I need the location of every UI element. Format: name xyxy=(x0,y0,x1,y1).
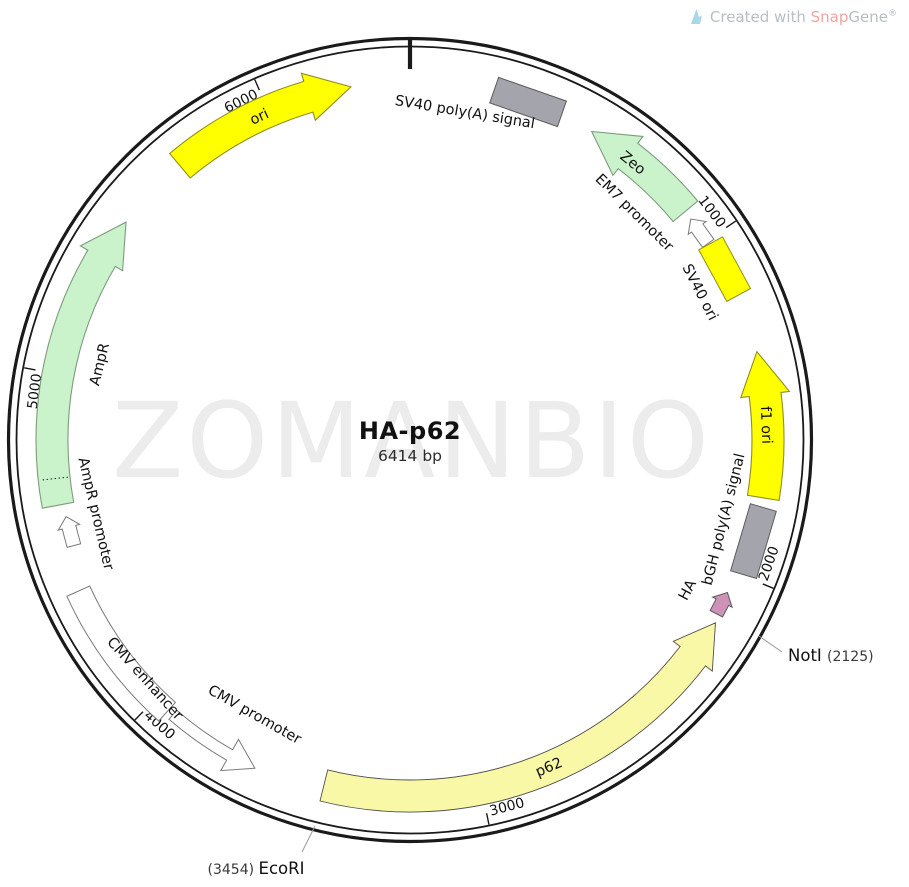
feature-p62[interactable] xyxy=(319,622,716,813)
feature-sv40-ori[interactable] xyxy=(698,236,752,303)
tick-mark xyxy=(254,79,260,91)
credit-text: Created with SnapGene® xyxy=(709,8,897,26)
feature-ori[interactable] xyxy=(168,72,352,179)
feature-label-ampr[interactable]: AmpR xyxy=(87,342,113,388)
tick-mark xyxy=(485,813,490,825)
feature-ampr-promoter[interactable] xyxy=(55,514,84,549)
tick-mark xyxy=(134,711,144,721)
feature-ha-tag[interactable] xyxy=(707,587,738,618)
feature-label-f1-ori[interactable]: f1 ori xyxy=(757,406,775,444)
feature-sv40-polya-signal[interactable] xyxy=(489,76,568,128)
tick-mark xyxy=(762,583,774,589)
feature-label-ori[interactable]: ori xyxy=(248,106,272,128)
site-label-ecori[interactable]: (3454) EcoRI xyxy=(208,859,305,878)
feature-em7-promoter[interactable] xyxy=(682,213,717,250)
watermark-text: ZOMANBIO xyxy=(112,380,712,502)
feature-cmv-promoter[interactable] xyxy=(168,709,256,772)
feature-f1-ori[interactable] xyxy=(739,350,791,502)
feature-label-ha-tag[interactable]: HA xyxy=(676,577,700,603)
feature-label-cmv-promoter[interactable]: CMV promoter xyxy=(205,682,304,747)
tick-mark xyxy=(24,367,36,371)
snapgene-icon xyxy=(690,9,702,24)
feature-ampr[interactable] xyxy=(35,221,127,509)
snapgene-credit[interactable]: Created with SnapGene® xyxy=(689,8,897,26)
feature-label-cmv-enhancer[interactable]: CMV enhancer xyxy=(103,634,185,723)
feature-zeo[interactable] xyxy=(590,130,699,223)
feature-divider xyxy=(40,476,69,481)
site-leader-ecori xyxy=(301,825,316,853)
feature-bgh-polya-signal[interactable] xyxy=(729,503,777,580)
site-label-noti[interactable]: NotI (2125) xyxy=(788,646,874,665)
feature-label-ampr-promoter[interactable]: AmpR promoter xyxy=(75,456,117,572)
tick-mark xyxy=(725,220,737,229)
feature-cmv-enhancer[interactable] xyxy=(66,585,177,722)
site-leader-noti xyxy=(758,635,783,653)
